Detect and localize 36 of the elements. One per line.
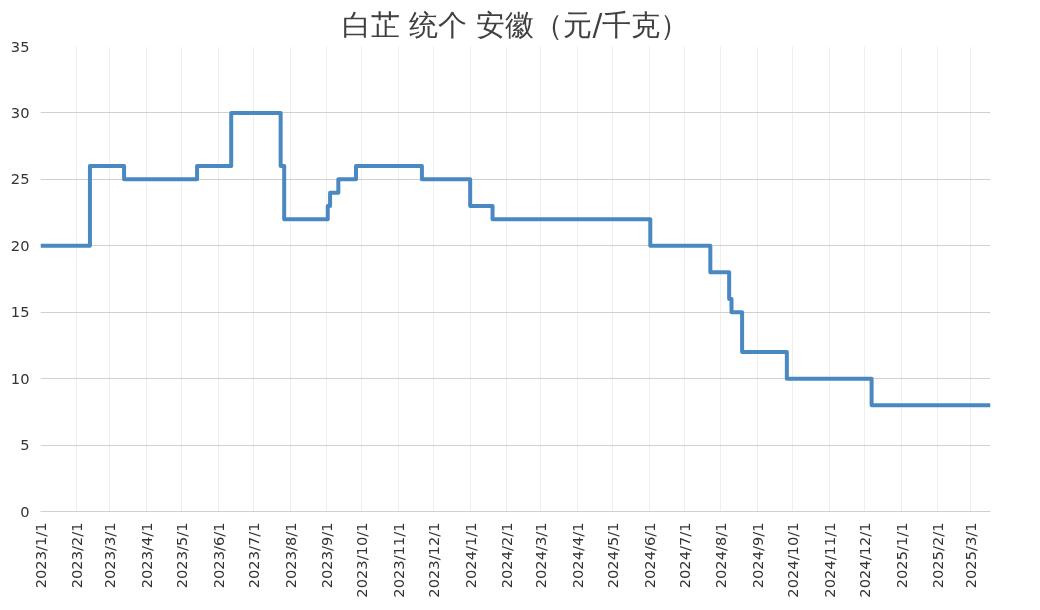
x-tick-label: 2025/3/1 (961, 522, 979, 589)
y-tick-label: 20 (10, 236, 30, 254)
x-tick-label: 2024/9/1 (748, 522, 766, 589)
x-tick-label: 2024/4/1 (568, 522, 586, 589)
x-tick-label: 2025/1/1 (892, 522, 910, 589)
x-tick-label: 2024/12/1 (856, 522, 874, 598)
chart-title: 白芷 统个 安徽（元/千克） (341, 7, 690, 42)
x-tick-label: 2024/11/1 (820, 522, 838, 598)
y-tick-label: 5 (20, 436, 30, 454)
x-tick-label: 2023/1/1 (32, 522, 49, 589)
y-tick-label: 10 (10, 369, 30, 387)
x-tick-label: 2024/8/1 (712, 522, 730, 589)
x-tick-label: 2023/5/1 (173, 522, 191, 589)
x-tick-label: 2023/11/1 (389, 522, 407, 598)
x-tick-label: 2024/3/1 (532, 522, 550, 589)
x-tick-label: 2023/3/1 (101, 522, 119, 589)
x-tick-label: 2024/7/1 (675, 522, 693, 589)
y-tick-label: 0 (20, 502, 30, 520)
y-tick-label: 25 (10, 170, 30, 188)
x-tick-label: 2023/8/1 (281, 522, 299, 589)
x-tick-label: 2024/10/1 (784, 522, 802, 598)
x-tick-label: 2023/2/1 (68, 522, 86, 589)
x-tick-label: 2023/9/1 (318, 522, 336, 589)
x-tick-label: 2025/2/1 (929, 522, 947, 589)
x-tick-label: 2023/7/1 (245, 522, 263, 589)
y-tick-label: 15 (10, 303, 30, 321)
x-tick-label: 2024/5/1 (604, 522, 622, 589)
x-tick-label: 2023/6/1 (209, 522, 227, 589)
x-tick-label: 2024/1/1 (461, 522, 479, 589)
x-tick-label: 2023/12/1 (425, 522, 443, 598)
y-tick-label: 35 (10, 37, 30, 55)
x-tick-label: 2024/2/1 (498, 522, 516, 589)
y-tick-label: 30 (10, 103, 30, 121)
x-tick-label: 2023/4/1 (137, 522, 155, 589)
x-tick-label: 2023/10/1 (353, 522, 371, 598)
x-tick-label: 2024/6/1 (640, 522, 658, 589)
